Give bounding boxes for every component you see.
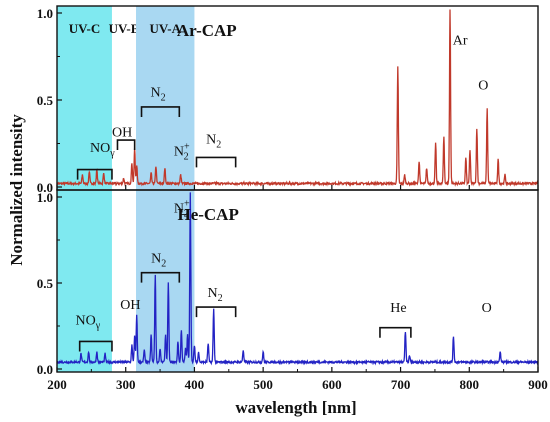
annotation-text: OH bbox=[112, 126, 132, 141]
y-tick-label: 0.5 bbox=[37, 276, 54, 291]
x-tick-label: 800 bbox=[460, 377, 480, 392]
uv-band-uv-a bbox=[136, 6, 195, 372]
annotation-subscript: 2 bbox=[161, 93, 166, 104]
annotation-bracket bbox=[78, 340, 113, 352]
x-tick-label: 300 bbox=[116, 377, 136, 392]
annotation-subscript: 2 bbox=[184, 152, 189, 163]
x-tick-label: 500 bbox=[253, 377, 273, 392]
y-tick-label: 1.0 bbox=[37, 190, 53, 205]
annotation-label: NOγ bbox=[90, 141, 115, 159]
annotation-text: O bbox=[478, 79, 488, 94]
annotation-bracket bbox=[379, 326, 412, 338]
spectrum-line-ar-cap bbox=[56, 9, 539, 187]
annotation-bracket bbox=[195, 306, 237, 318]
uv-band-label: UV-C bbox=[69, 21, 101, 36]
x-tick-label: 200 bbox=[47, 377, 67, 392]
annotation-bracket bbox=[140, 271, 181, 283]
annotation-text: N bbox=[207, 286, 217, 301]
annotation-label: N+ 2 bbox=[174, 142, 190, 163]
annotation-label: N2 bbox=[150, 86, 165, 104]
annotation-text: N bbox=[174, 145, 184, 160]
annotation-label: N2 bbox=[151, 251, 166, 269]
y-tick-label: 1.0 bbox=[37, 6, 53, 21]
x-tick-label: 600 bbox=[322, 377, 342, 392]
y-tick-label: 0.5 bbox=[37, 93, 54, 108]
annotation-bracket bbox=[76, 168, 113, 180]
annotation-label: He bbox=[390, 301, 406, 316]
annotation-bracket bbox=[140, 106, 181, 117]
annotation-text: N bbox=[206, 133, 216, 148]
annotation-label: OH bbox=[120, 298, 140, 313]
annotation-label: OH bbox=[112, 126, 132, 141]
annotation-text: NO bbox=[76, 313, 96, 328]
uv-band-label: UV-B bbox=[109, 21, 140, 36]
annotation-label: N2 bbox=[207, 286, 222, 304]
uv-band-label: UV-A bbox=[149, 21, 181, 36]
annotation-superscript: + bbox=[184, 142, 190, 153]
y-tick-label: 0.0 bbox=[37, 362, 53, 377]
annotation-text: N bbox=[150, 86, 160, 101]
annotation-label: Ar bbox=[453, 33, 468, 48]
x-tick-label: 400 bbox=[185, 377, 205, 392]
annotation-subscript: 2 bbox=[218, 293, 223, 304]
panel-title: Ar-CAP bbox=[177, 21, 237, 40]
annotation-label: O bbox=[478, 79, 488, 94]
annotation-superscript: + bbox=[184, 198, 190, 209]
y-axis-title: Normalized intensity bbox=[7, 114, 26, 266]
annotation-subscript: γ bbox=[95, 320, 101, 331]
annotation-subscript: 2 bbox=[161, 258, 166, 269]
spectrum-line-he-cap bbox=[56, 192, 539, 366]
uv-band-uv-b bbox=[111, 6, 137, 372]
annotation-text: He bbox=[390, 301, 406, 316]
x-tick-label: 700 bbox=[391, 377, 411, 392]
uv-bands-layer: UV-C UV-B UV-A bbox=[57, 6, 195, 372]
annotation-label: N2 bbox=[206, 133, 221, 151]
annotation-text: N bbox=[151, 251, 161, 266]
annotation-subscript: γ bbox=[109, 148, 115, 159]
panel-title: He-CAP bbox=[177, 205, 238, 224]
annotation-subscript: 2 bbox=[184, 208, 189, 219]
annotation-text: N bbox=[174, 201, 184, 216]
annotation-bracket bbox=[116, 139, 136, 151]
x-axis-title: wavelength [nm] bbox=[235, 398, 356, 417]
uv-band-uv-c bbox=[57, 6, 112, 372]
annotation-subscript: 2 bbox=[216, 140, 221, 151]
x-tick-label: 900 bbox=[528, 377, 548, 392]
y-tick-label: 0.0 bbox=[37, 180, 53, 195]
annotation-text: OH bbox=[120, 298, 140, 313]
annotation-text: NO bbox=[90, 141, 110, 156]
annotation-text: Ar bbox=[453, 33, 468, 48]
annotation-label: NOγ bbox=[76, 313, 101, 331]
annotation-bracket bbox=[195, 156, 237, 168]
annotation-text: O bbox=[482, 301, 492, 316]
annotation-label: O bbox=[482, 301, 492, 316]
annotation-label: N+ 2 bbox=[174, 198, 190, 219]
